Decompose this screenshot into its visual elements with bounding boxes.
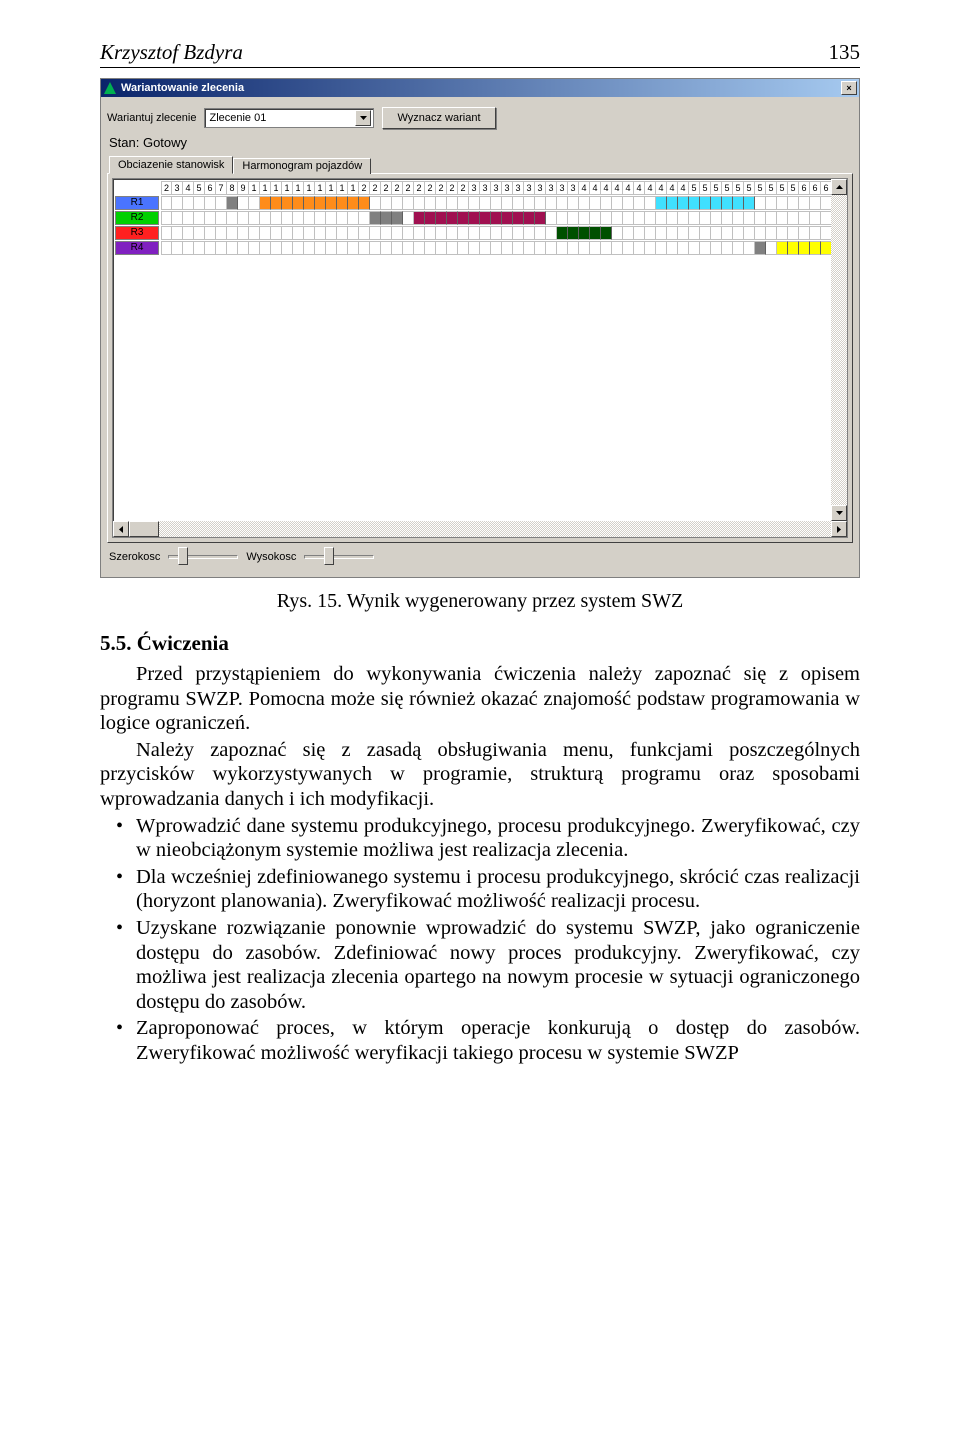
tab-panel: 2345678911111111112222222222333333333344… xyxy=(107,173,853,543)
szerokosc-slider[interactable] xyxy=(168,547,238,567)
titlebar: Wariantowanie zlecenia × xyxy=(101,79,859,97)
list-item: Uzyskane rozwiązanie ponownie wprowadzić… xyxy=(116,916,860,1014)
row-label: R1 xyxy=(115,196,159,210)
row-label: R3 xyxy=(115,226,159,240)
app-icon xyxy=(103,81,117,95)
variant-dialog: Wariantowanie zlecenia × Wariantuj zlece… xyxy=(100,78,860,578)
scroll-down-icon xyxy=(831,505,847,521)
page-header: Krzysztof Bzdyra 135 xyxy=(100,40,860,68)
section-heading: 5.5. Ćwiczenia xyxy=(100,631,860,656)
exercise-list: Wprowadzić dane systemu produkcyjnego, p… xyxy=(100,814,860,1066)
scrollbar-horizontal[interactable] xyxy=(113,521,847,537)
list-item: Dla wcześniej zdefiniowanego systemu i p… xyxy=(116,865,860,914)
wysokosc-label: Wysokosc xyxy=(246,551,296,563)
slider-thumb[interactable] xyxy=(324,547,334,565)
close-button[interactable]: × xyxy=(841,81,857,95)
tab-harmonogram[interactable]: Harmonogram pojazdów xyxy=(233,158,371,174)
tab-obciazenie[interactable]: Obciazenie stanowisk xyxy=(109,156,233,174)
zlecenie-dropdown[interactable]: Zlecenie 01 xyxy=(204,108,374,128)
scroll-up-icon xyxy=(831,179,847,195)
wariantuj-label: Wariantuj zlecenie xyxy=(107,112,196,124)
paragraph: Należy zapoznać się z zasadą obsługiwani… xyxy=(100,738,860,812)
wysokosc-slider[interactable] xyxy=(304,547,374,567)
row-label: R4 xyxy=(115,241,159,255)
gantt-chart: 2345678911111111112222222222333333333344… xyxy=(112,178,848,538)
list-item: Zaproponować proces, w którym operacje k… xyxy=(116,1016,860,1065)
close-icon: × xyxy=(846,83,851,93)
figure-caption: Rys. 15. Wynik wygenerowany przez system… xyxy=(100,590,860,613)
szerokosc-label: Szerokosc xyxy=(109,551,160,563)
list-item: Wprowadzić dane systemu produkcyjnego, p… xyxy=(116,814,860,863)
scroll-thumb[interactable] xyxy=(129,521,159,537)
dialog-footer: Szerokosc Wysokosc xyxy=(107,543,853,571)
wyznacz-button[interactable]: Wyznacz wariant xyxy=(382,107,495,129)
dialog-title: Wariantowanie zlecenia xyxy=(121,82,841,94)
author-name: Krzysztof Bzdyra xyxy=(100,40,243,65)
status-text: Stan: Gotowy xyxy=(109,135,853,150)
scroll-right-icon xyxy=(831,521,847,537)
page-number: 135 xyxy=(829,40,861,65)
paragraph: Przed przystąpieniem do wykonywania ćwic… xyxy=(100,662,860,736)
chevron-down-icon xyxy=(355,110,371,126)
scroll-left-icon xyxy=(113,521,129,537)
slider-thumb[interactable] xyxy=(178,547,188,565)
row-label: R2 xyxy=(115,211,159,225)
dropdown-value: Zlecenie 01 xyxy=(209,112,266,124)
tabs: Obciazenie stanowisk Harmonogram pojazdó… xyxy=(107,156,853,174)
scrollbar-vertical[interactable] xyxy=(831,179,847,521)
